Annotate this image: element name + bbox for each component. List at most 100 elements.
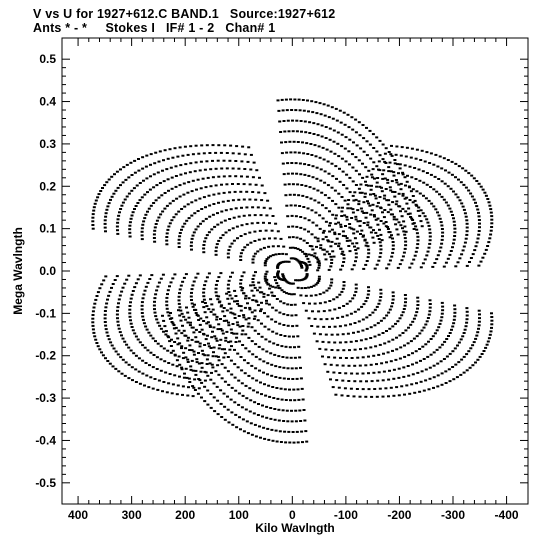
uv-point	[216, 212, 219, 215]
uv-point	[214, 337, 218, 340]
uv-point	[461, 205, 465, 208]
uv-point	[437, 214, 441, 217]
uv-point	[180, 332, 184, 335]
uv-point	[333, 152, 337, 155]
uv-point	[436, 374, 440, 377]
uv-point	[254, 367, 258, 370]
uv-point	[487, 241, 491, 244]
uv-point	[403, 197, 407, 200]
uv-point	[241, 287, 245, 290]
uv-point	[153, 378, 157, 380]
uv-point	[449, 250, 453, 252]
uv-point	[386, 181, 390, 184]
uv-point	[351, 297, 355, 300]
uv-point	[341, 287, 345, 290]
uv-point	[385, 361, 388, 364]
uv-point	[239, 305, 243, 308]
uv-point	[477, 182, 481, 185]
uv-point	[474, 337, 478, 340]
uv-point	[227, 421, 231, 424]
uv-point	[435, 348, 439, 351]
uv-point	[484, 194, 488, 197]
uv-point	[342, 257, 346, 260]
uv-point	[386, 178, 390, 181]
uv-point	[289, 356, 293, 359]
uv-point	[415, 382, 418, 385]
uv-point	[334, 203, 338, 206]
uv-point	[190, 237, 194, 240]
uv-point	[352, 331, 355, 334]
uv-point	[384, 221, 388, 223]
uv-point	[348, 300, 352, 303]
uv-point	[156, 342, 160, 345]
uv-point	[460, 253, 464, 256]
uv-point	[422, 194, 425, 197]
y-tick-label: 0.3	[39, 137, 56, 151]
uv-point	[394, 358, 398, 361]
uv-point	[289, 399, 292, 402]
uv-point	[244, 333, 248, 336]
uv-point	[378, 299, 382, 302]
uv-point	[218, 300, 222, 303]
uv-point	[415, 361, 419, 364]
uv-point	[324, 220, 328, 223]
uv-point	[143, 217, 147, 220]
uv-point	[432, 386, 435, 389]
uv-point	[296, 441, 300, 444]
uv-point	[234, 413, 238, 416]
uv-point	[434, 208, 438, 211]
uv-point	[179, 309, 183, 312]
uv-point	[182, 376, 186, 379]
uv-point	[365, 327, 369, 330]
uv-point	[331, 199, 334, 202]
uv-point	[263, 262, 267, 264]
uv-point	[378, 255, 382, 258]
uv-point	[428, 310, 432, 313]
uv-point	[190, 299, 193, 301]
uv-point	[316, 123, 320, 126]
uv-point	[340, 196, 344, 198]
uv-point	[333, 231, 337, 234]
uv-point	[391, 349, 394, 352]
uv-point	[157, 160, 161, 163]
x-tick-label: 200	[175, 508, 195, 522]
uv-point	[321, 355, 324, 358]
uv-point	[441, 305, 445, 308]
uv-point	[260, 301, 263, 304]
uv-point	[192, 280, 196, 283]
uv-point	[381, 395, 385, 398]
uv-point	[194, 340, 198, 343]
uv-point	[471, 253, 475, 256]
uv-point	[409, 216, 413, 218]
uv-point	[214, 184, 218, 187]
uv-point	[444, 261, 448, 264]
uv-point	[288, 246, 292, 249]
uv-point	[364, 263, 368, 266]
uv-point	[178, 184, 182, 187]
uv-point	[305, 264, 309, 267]
uv-point	[340, 145, 344, 148]
uv-point	[415, 190, 419, 193]
uv-point	[404, 244, 408, 247]
uv-point	[128, 224, 132, 227]
uv-point	[179, 319, 183, 322]
uv-point	[406, 174, 409, 177]
uv-point	[314, 294, 318, 297]
uv-point	[418, 348, 422, 350]
uv-point	[283, 430, 287, 433]
uv-point	[313, 317, 317, 320]
uv-point	[289, 98, 293, 101]
uv-point	[268, 395, 272, 398]
uv-point	[306, 257, 310, 260]
uv-point	[448, 332, 452, 334]
uv-point	[377, 160, 381, 163]
uv-point	[327, 116, 331, 119]
uv-point	[190, 359, 194, 362]
uv-point	[416, 239, 420, 242]
uv-point	[268, 222, 271, 225]
uv-point	[379, 244, 383, 247]
uv-point	[179, 164, 183, 167]
uv-point	[390, 154, 394, 157]
uv-point	[474, 201, 477, 204]
uv-point	[264, 338, 268, 341]
